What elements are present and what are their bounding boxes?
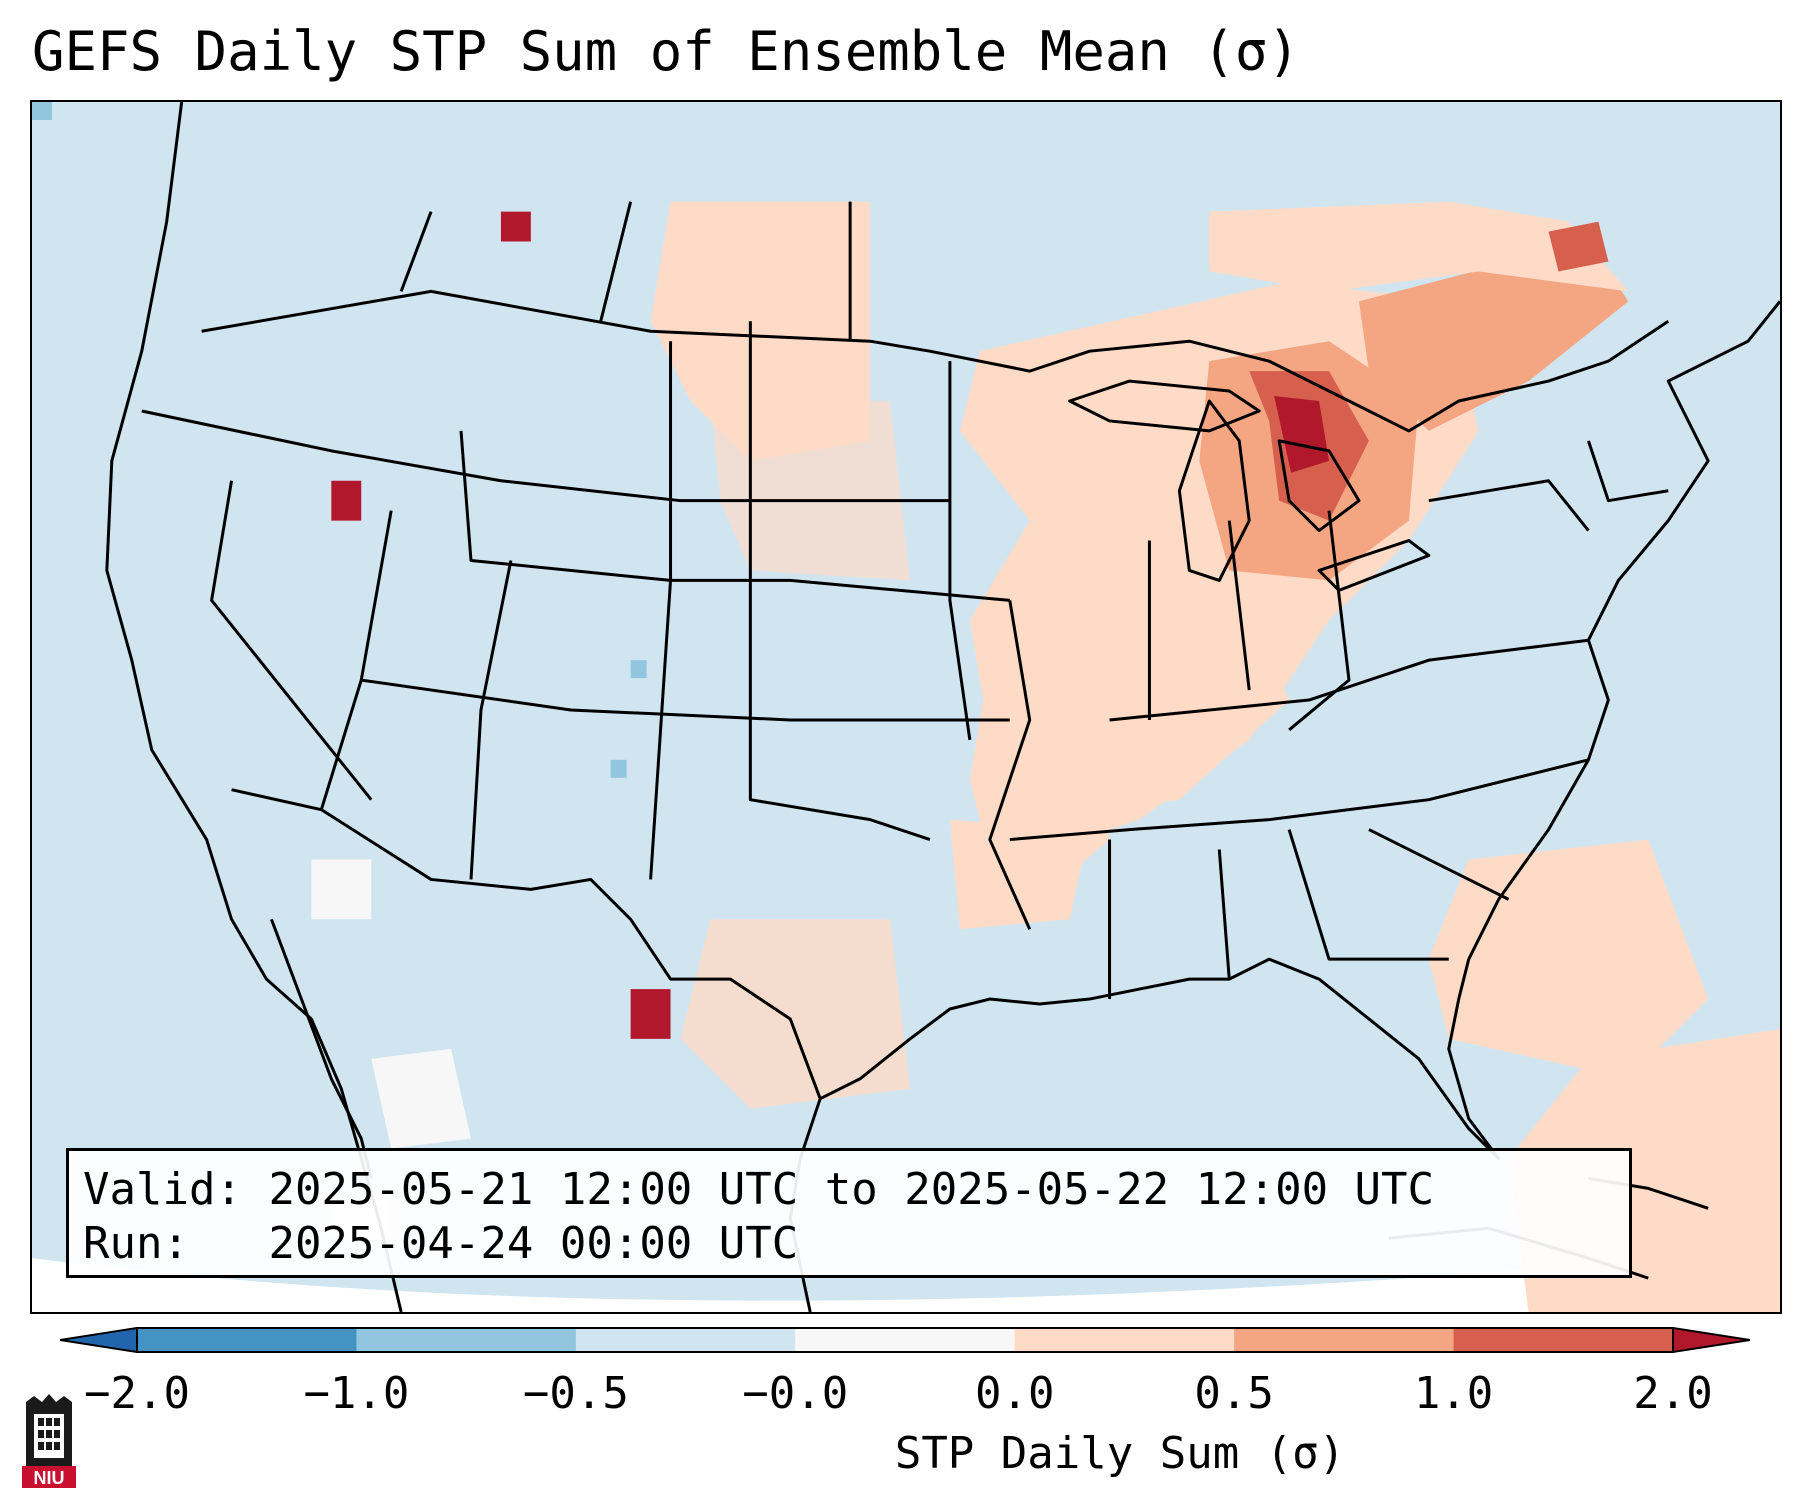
state-line-9	[948, 361, 972, 741]
colorbar-tick-label: 0.0	[974, 1368, 1055, 1419]
state-line-3	[319, 510, 393, 811]
state-line-24	[599, 201, 633, 322]
colorbar-segment	[1234, 1328, 1455, 1352]
shade-quebec	[1209, 201, 1629, 292]
state-line-20	[1287, 829, 1449, 961]
state-line-22	[1587, 440, 1669, 503]
neutral-mexico-1	[371, 1048, 471, 1149]
map-canvas	[32, 102, 1780, 1312]
anomaly-shading	[331, 201, 1780, 1312]
colorbar-segment	[137, 1328, 357, 1352]
colorbar-segment	[575, 1328, 796, 1352]
valid-value: 2025-05-21 12:00 UTC to 2025-05-22 12:00…	[268, 1164, 1435, 1215]
state-line-11	[988, 600, 1032, 930]
cool-patch-1	[630, 660, 647, 679]
shade-arkansas	[949, 819, 1090, 930]
shade-texas-peak	[630, 989, 671, 1039]
colorbar-segments	[60, 1326, 1750, 1354]
lake-superior	[1068, 379, 1261, 433]
colorbar-segment	[356, 1328, 577, 1352]
colorbar-title: STP Daily Sum (σ)	[894, 1428, 1346, 1479]
colorbar-extend-high	[1672, 1326, 1750, 1354]
colorbar-tick-label: −1.0	[303, 1368, 410, 1419]
colorbar-tick-label: 0.5	[1194, 1368, 1274, 1419]
shade-montana	[650, 201, 871, 461]
lake-huron	[1277, 439, 1361, 533]
state-line-8	[748, 321, 931, 841]
east-coast	[1467, 300, 1780, 960]
map-panel[interactable]	[30, 100, 1782, 1314]
colorbar	[60, 1326, 1750, 1354]
shade-ne-peak	[1548, 221, 1609, 272]
us-mexico-border	[231, 788, 822, 1100]
lake-erie	[1317, 539, 1431, 592]
niu-logo-text: NIU	[34, 1468, 65, 1488]
colorbar-tick-label: −0.0	[742, 1368, 849, 1419]
validity-info-box: Valid: 2025-05-21 12:00 UTC to 2025-05-2…	[66, 1148, 1632, 1278]
cool-patches	[32, 102, 647, 778]
run-label: Run:	[83, 1218, 189, 1269]
us-canada-border	[201, 289, 1670, 433]
shade-atlantic	[1428, 839, 1709, 1079]
shade-idaho-peak	[331, 480, 362, 521]
state-line-7	[649, 341, 673, 880]
shade-dakotas	[710, 401, 910, 581]
neutral-mexico-2	[311, 859, 372, 920]
state-line-15	[1227, 520, 1251, 691]
colorbar-segment	[1014, 1328, 1235, 1352]
colorbar-extend-low	[60, 1326, 138, 1354]
state-line-19	[1217, 849, 1231, 980]
page-title: GEFS Daily STP Sum of Ensemble Mean (σ)	[32, 20, 1300, 83]
state-line-21	[1368, 828, 1510, 901]
state-line-17	[1428, 479, 1590, 532]
colorbar-segment	[795, 1328, 1016, 1352]
colorbar-tick-label: −2.0	[84, 1368, 190, 1419]
shade-ontario	[1358, 241, 1629, 431]
colorbar-outline	[136, 1327, 1674, 1353]
niu-logo-icon: NIU	[22, 1394, 76, 1488]
state-line-2	[210, 480, 373, 801]
state-line-16	[1288, 510, 1351, 732]
cool-patch-2	[610, 759, 627, 778]
lake-michigan	[1177, 399, 1251, 582]
colorbar-tick-label: 2.0	[1633, 1368, 1713, 1419]
colorbar-segment	[1453, 1328, 1674, 1352]
state-line-25	[399, 211, 433, 292]
state-line-4	[459, 430, 671, 582]
state-line-12	[1009, 758, 1589, 842]
state-line-10	[670, 578, 1010, 602]
state-line-13	[1109, 638, 1589, 722]
colorbar-tick-label: 1.0	[1413, 1368, 1494, 1419]
run-value: 2025-04-24 00:00 UTC	[268, 1218, 799, 1269]
colorbar-tick-label: −0.5	[522, 1368, 629, 1419]
state-line-6	[361, 678, 1010, 722]
cool-patch-3	[32, 102, 52, 120]
off-globe-region	[32, 1248, 1780, 1312]
map-lines	[105, 102, 1780, 1312]
state-line-1	[141, 409, 950, 503]
shade-montana-peak	[500, 211, 531, 242]
shade-michigan-peak	[1274, 396, 1330, 473]
gulf-coast	[819, 957, 1501, 1161]
shade-ohio-valley	[1059, 570, 1290, 820]
shade-texas	[680, 919, 910, 1109]
valid-label: Valid:	[83, 1164, 242, 1215]
west-coast	[105, 102, 403, 1312]
state-line-5	[469, 560, 513, 880]
